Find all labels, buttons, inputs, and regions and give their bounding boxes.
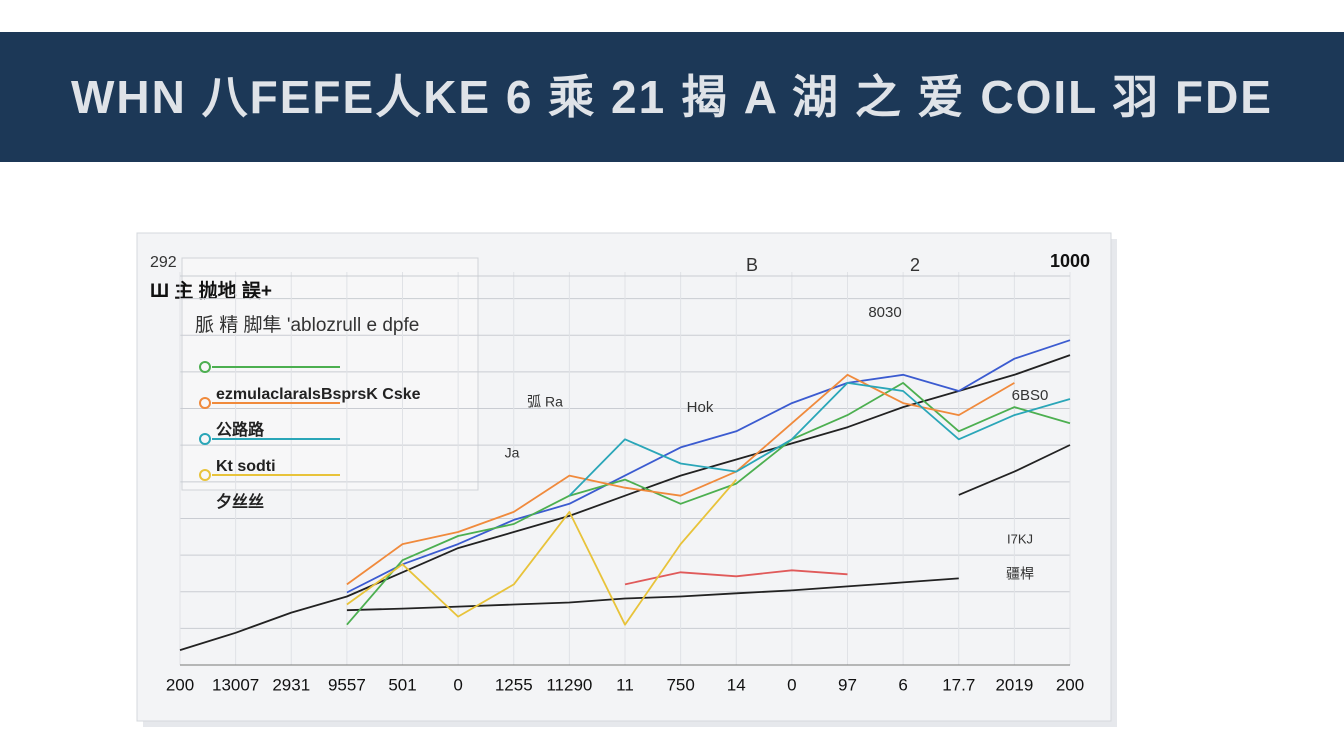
x-tick-label: 13007 bbox=[212, 675, 259, 694]
x-tick-label: 750 bbox=[666, 675, 694, 694]
series-line bbox=[346, 373, 1015, 586]
x-tick-label: 2931 bbox=[272, 675, 310, 694]
legend-title: Ш 主 抛地 誤+ bbox=[150, 279, 272, 302]
legend-label: Kt sodti bbox=[216, 458, 276, 475]
x-tick-label: 11 bbox=[616, 675, 634, 694]
legend-swatch bbox=[199, 361, 211, 373]
annotation: 2 bbox=[910, 255, 920, 275]
x-tick-label: 1255 bbox=[495, 675, 533, 694]
annotation: Ja bbox=[505, 445, 520, 461]
banner: WHN 八FEFE人KE 6 乘 21 揭 A 湖 之 爱 COIL 羽 FDE bbox=[0, 32, 1344, 162]
x-tick-label: 200 bbox=[166, 675, 194, 694]
legend-swatch bbox=[199, 469, 211, 481]
series-line bbox=[346, 479, 737, 626]
legend-label: 公路路 bbox=[216, 420, 265, 439]
legend-label: 夕丝丝 bbox=[216, 492, 264, 511]
annotation: 292 bbox=[150, 254, 177, 271]
x-tick-label: 14 bbox=[727, 675, 746, 694]
x-tick-label: 0 bbox=[453, 675, 462, 694]
annotation: B bbox=[746, 255, 758, 275]
series-line bbox=[179, 354, 1071, 651]
x-tick-label: 2019 bbox=[995, 675, 1033, 694]
x-tick-label: 9557 bbox=[328, 675, 366, 694]
y-tick-label: 1000 bbox=[1050, 251, 1090, 271]
annotation: Hok bbox=[687, 399, 714, 416]
page-title: WHN 八FEFE人KE 6 乘 21 揭 A 湖 之 爱 COIL 羽 FDE bbox=[71, 71, 1273, 123]
annotation: 疆桿 bbox=[1006, 566, 1034, 582]
annotation: I7KJ bbox=[1007, 531, 1033, 546]
x-tick-label: 200 bbox=[1056, 675, 1084, 694]
series-line bbox=[568, 382, 1071, 497]
legend-swatch bbox=[199, 433, 211, 445]
x-tick-label: 0 bbox=[787, 675, 796, 694]
x-tick-label: 6 bbox=[898, 675, 907, 694]
x-tick-label: 17.7 bbox=[942, 675, 975, 694]
series-line bbox=[958, 444, 1071, 496]
annotation: 弧 Ra bbox=[527, 394, 563, 410]
series-line bbox=[346, 339, 1071, 594]
legend-label: ezmulaclaralsBsprsK Cske bbox=[216, 386, 421, 403]
x-tick-label: 501 bbox=[388, 675, 416, 694]
legend-box bbox=[181, 257, 479, 491]
annotation: 6BS0 bbox=[1012, 387, 1049, 404]
series-line bbox=[624, 569, 848, 586]
annotation: 脈 精 脚隼 'ablozrull e dpfe bbox=[195, 314, 419, 336]
legend-swatch bbox=[199, 397, 211, 409]
x-tick-label: 97 bbox=[838, 675, 857, 694]
annotation: 8030 bbox=[868, 304, 901, 321]
series-line bbox=[346, 382, 1071, 626]
x-tick-label: 11290 bbox=[546, 675, 592, 694]
